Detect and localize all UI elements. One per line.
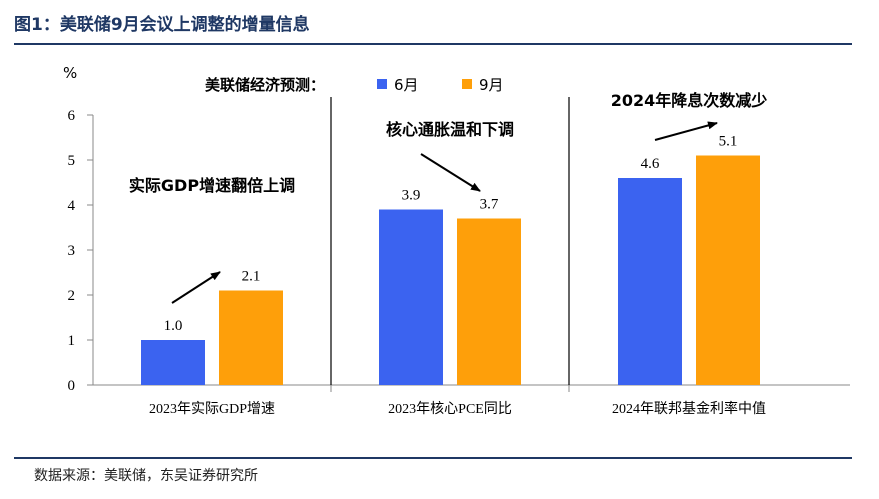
value-label-gdp-jun: 1.0 (164, 318, 183, 334)
bars (141, 155, 760, 385)
source-note: 数据来源：美联储，东吴证券研究所 (34, 468, 258, 484)
bar-gdp-sep (219, 290, 283, 385)
bar-ffr-jun (618, 178, 682, 385)
y-tick-label: 2 (68, 288, 76, 304)
category-label-ffr: 2024年联邦基金利率中值 (612, 400, 766, 417)
bar-ffr-sep (696, 155, 760, 385)
annotation-ffr: 2024年降息次数减少 (611, 91, 768, 110)
y-axis-label: % (63, 64, 77, 82)
bar-pce-jun (379, 209, 443, 385)
y-ticks: 0 1 2 3 4 5 6 (68, 108, 93, 394)
legend-label-sep: 9月 (479, 76, 504, 94)
legend-swatch-sep (462, 79, 472, 89)
y-tick-label: 3 (68, 243, 76, 259)
source-rule (14, 457, 852, 459)
y-tick-label: 4 (68, 198, 76, 214)
legend-label-jun: 6月 (394, 76, 419, 94)
value-label-pce-sep: 3.7 (480, 197, 499, 213)
category-label-pce: 2023年核心PCE同比 (388, 401, 512, 417)
arrow-ffr (654, 121, 718, 141)
legend-title: 美联储经济预测： (205, 76, 325, 94)
value-labels: 1.0 3.9 4.6 2.1 3.7 5.1 (164, 134, 738, 335)
arrow-pce (420, 153, 481, 192)
category-label-gdp: 2023年实际GDP增速 (149, 401, 275, 417)
annotation-gdp: 实际GDP增速翻倍上调 (129, 176, 295, 195)
y-tick-label: 1 (68, 333, 76, 349)
legend-swatch-jun (377, 79, 387, 89)
value-label-ffr-jun: 4.6 (641, 156, 660, 172)
value-label-ffr-sep: 5.1 (719, 134, 738, 150)
y-tick-label: 0 (68, 378, 76, 394)
arrow-gdp (171, 271, 221, 304)
y-tick-label: 5 (68, 153, 76, 169)
bar-pce-sep (457, 218, 521, 385)
y-tick-label: 6 (68, 108, 76, 124)
bar-gdp-jun (141, 340, 205, 385)
value-label-gdp-sep: 2.1 (242, 269, 261, 285)
annotation-pce: 核心通胀温和下调 (386, 120, 514, 139)
title-rule (14, 43, 852, 45)
value-label-pce-jun: 3.9 (402, 188, 421, 204)
figure-title: 图1：美联储9月会议上调整的增量信息 (14, 15, 310, 35)
